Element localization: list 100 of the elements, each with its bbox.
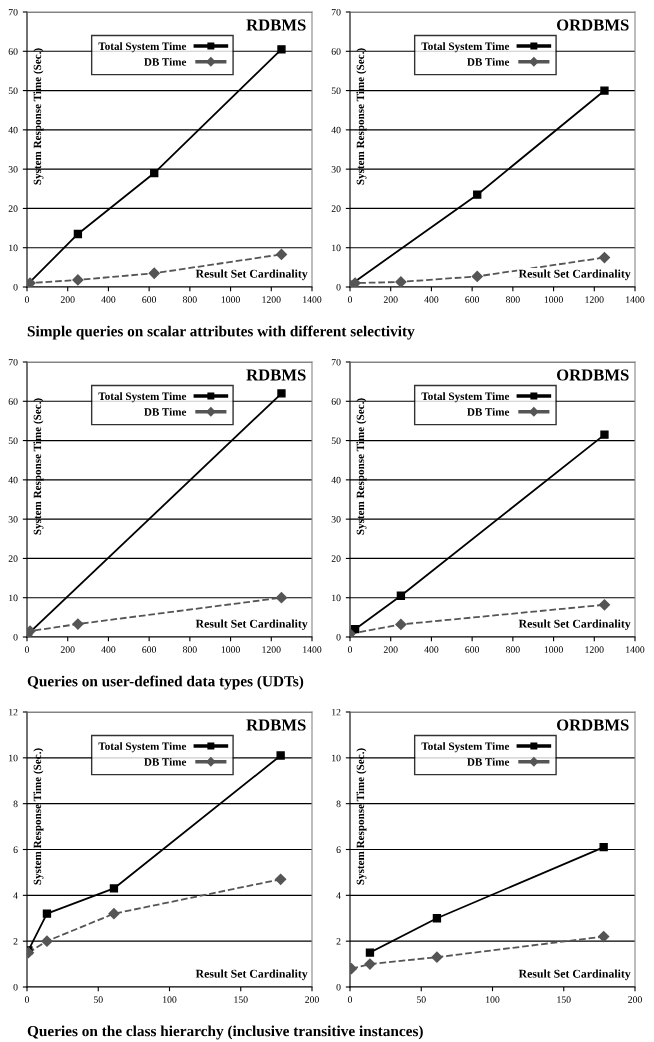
point [364, 958, 376, 970]
x-tick-label: 0 [24, 296, 30, 303]
y-tick-label: 50 [8, 437, 18, 445]
point [598, 599, 611, 611]
point [600, 86, 609, 95]
y-tick-label: 0 [336, 983, 341, 991]
y-tick-label: 10 [9, 754, 18, 762]
y-tick-label: 20 [8, 555, 18, 562]
y-tick-label: 12 [332, 708, 341, 716]
x-tick-label: 600 [465, 296, 480, 303]
x-tick-label: 200 [383, 296, 398, 303]
point [395, 276, 407, 287]
legend-label: Total System Time [98, 392, 187, 403]
x-tick-label: 1200 [585, 296, 604, 303]
x-axis-title: Result Set Cardinality [518, 619, 631, 631]
x-tick-label: 400 [101, 296, 116, 303]
point [432, 914, 442, 923]
x-tick-label: 1200 [585, 646, 604, 653]
y-tick-label: 60 [8, 398, 18, 405]
chart-title: ORDBMS [556, 719, 629, 731]
point [109, 884, 119, 893]
point [41, 935, 53, 947]
point [473, 190, 482, 199]
y-axis-title: System Response Time (Sec.) [356, 48, 367, 185]
point [350, 277, 361, 287]
y-axis-title: System Response Time (Sec.) [33, 398, 44, 535]
legend-label: Total System Time [98, 42, 187, 53]
y-tick-label: 0 [13, 283, 18, 291]
chart-title: ORDBMS [556, 19, 629, 31]
x-axis-title: Result Set Cardinality [518, 969, 631, 981]
y-tick-label: 40 [8, 476, 18, 484]
x-tick-label: 800 [182, 296, 197, 303]
x-tick-label: 1400 [303, 646, 322, 653]
y-tick-label: 4 [13, 892, 18, 899]
y-tick-label: 20 [8, 205, 18, 212]
y-axis-title: System Response Time (Sec.) [356, 398, 367, 535]
legend-label: Total System Time [421, 392, 510, 403]
x-tick-label: 400 [101, 646, 116, 653]
x-tick-label: 800 [505, 646, 520, 653]
x-tick-label: 0 [347, 996, 353, 1003]
chart-title: RDBMS [246, 369, 306, 381]
x-tick-label: 150 [234, 996, 248, 1003]
point [150, 168, 159, 178]
y-tick-label: 6 [336, 846, 341, 853]
x-tick-label: 50 [416, 996, 426, 1003]
x-axis-title: Result Set Cardinality [195, 269, 308, 281]
x-tick-label: 600 [465, 646, 480, 653]
x-tick-label: 1000 [544, 646, 563, 653]
x-tick-label: 800 [505, 296, 520, 303]
x-axis-title: Result Set Cardinality [195, 619, 308, 631]
x-tick-label: 0 [24, 646, 30, 653]
legend-label: DB Time [144, 57, 187, 66]
point [42, 909, 52, 918]
y-tick-label: 8 [336, 800, 341, 808]
x-tick-label: 1200 [262, 646, 281, 653]
y-tick-label: 50 [331, 437, 341, 445]
point [276, 751, 285, 760]
y-axis-title: System Response Time (Sec.) [356, 748, 367, 885]
y-tick-label: 70 [8, 358, 18, 366]
point [72, 618, 84, 630]
chart-title: ORDBMS [556, 369, 629, 381]
point [275, 873, 287, 885]
y-tick-label: 40 [8, 126, 18, 134]
y-tick-label: 50 [8, 87, 18, 95]
chart-title: RDBMS [246, 719, 306, 731]
point [395, 618, 407, 631]
y-tick-label: 60 [331, 398, 341, 405]
y-tick-label: 30 [8, 166, 18, 173]
x-tick-label: 1400 [626, 646, 645, 653]
point [365, 948, 375, 957]
text: Queries on the class hierarchy (inclusive transitive instances) [27, 1025, 423, 1040]
y-tick-label: 10 [332, 754, 341, 762]
text: Queries on user-defined data types (UDTs) [27, 675, 304, 690]
y-tick-label: 70 [331, 358, 341, 366]
x-tick-label: 600 [142, 296, 157, 303]
x-tick-label: 1000 [544, 296, 563, 303]
x-tick-label: 400 [424, 296, 439, 303]
x-tick-label: 1000 [221, 646, 240, 653]
x-tick-label: 200 [628, 996, 642, 1003]
point [72, 274, 84, 286]
x-axis-title: Result Set Cardinality [195, 969, 308, 981]
x-tick-label: 1400 [303, 296, 322, 303]
point [598, 251, 611, 264]
y-tick-label: 70 [8, 8, 18, 16]
y-tick-label: 60 [8, 48, 18, 55]
y-tick-label: 40 [331, 476, 341, 484]
point [600, 430, 609, 439]
point [73, 229, 83, 239]
y-tick-label: 0 [336, 283, 341, 291]
legend-label: Total System Time [421, 742, 510, 753]
x-tick-label: 0 [347, 296, 353, 303]
x-tick-label: 1200 [262, 296, 281, 303]
legend-label: DB Time [144, 407, 187, 416]
x-tick-label: 0 [24, 996, 30, 1003]
point [598, 930, 610, 943]
x-tick-label: 200 [60, 296, 75, 303]
x-tick-label: 200 [60, 646, 75, 653]
y-tick-label: 30 [8, 516, 18, 523]
x-tick-label: 200 [383, 646, 398, 653]
point [108, 908, 120, 920]
